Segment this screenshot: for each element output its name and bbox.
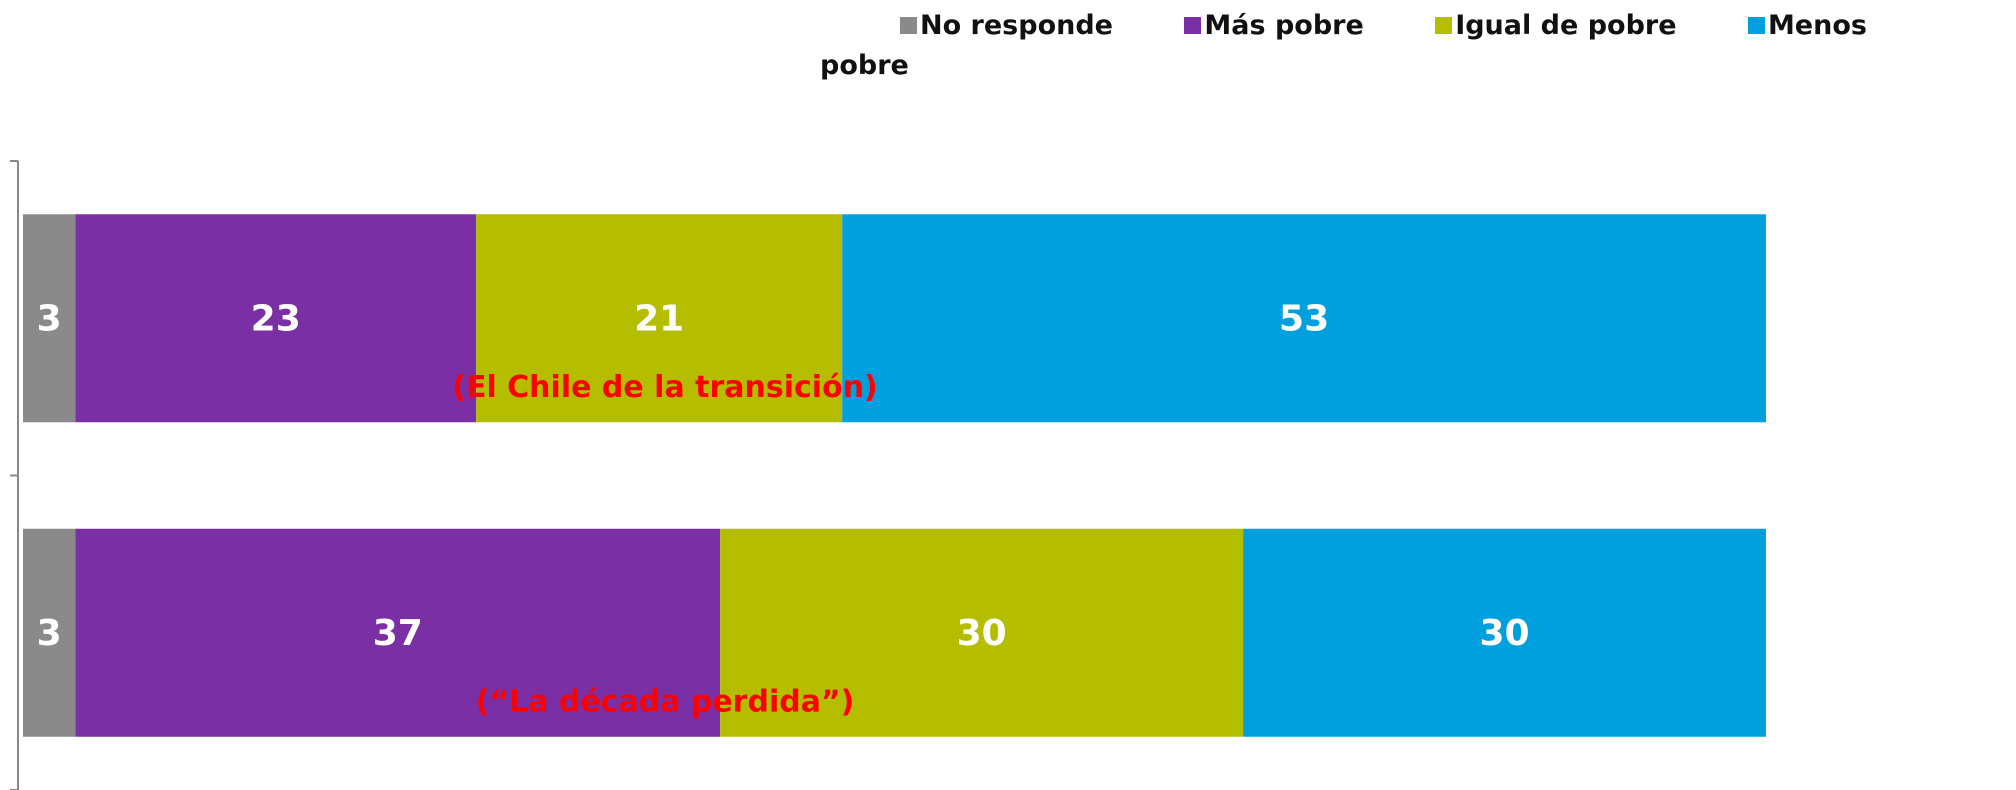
- data-label: 23: [251, 298, 301, 339]
- legend-item: Menos pobre: [820, 10, 1867, 81]
- bar-segment: [75, 214, 477, 423]
- legend-item: Más pobre: [1184, 10, 1364, 41]
- bar-segment: [23, 528, 76, 737]
- data-label: 3: [37, 613, 62, 654]
- data-label: 30: [1479, 613, 1529, 654]
- data-label: 21: [634, 298, 684, 339]
- data-label: 37: [373, 613, 423, 654]
- bar-segment: [842, 214, 1766, 423]
- annotation: (“La década perdida”): [476, 684, 855, 719]
- data-label: 53: [1279, 298, 1329, 339]
- legend-swatch: [1184, 17, 1202, 34]
- bar-segment: [23, 214, 76, 423]
- legend-item: Igual de pobre: [1435, 10, 1677, 41]
- legend-label: Menos pobre: [820, 10, 1867, 81]
- legend-label: Igual de pobre: [1455, 10, 1677, 41]
- legend-label: No responde: [920, 10, 1113, 41]
- legend-swatch: [900, 17, 917, 34]
- legend-label: Más pobre: [1204, 10, 1364, 41]
- data-label: 3: [37, 298, 62, 339]
- bar-segment: [1243, 528, 1766, 737]
- bar-segment: [476, 214, 843, 423]
- legend: No responde Más pobre Igual de pobre Men…: [820, 6, 2000, 86]
- bar-segment: [720, 528, 1244, 737]
- legend-swatch: [1747, 17, 1765, 34]
- legend-item: No responde: [900, 10, 1113, 41]
- bar-segment: [75, 528, 721, 737]
- annotation: (El Chile de la transición): [452, 370, 878, 405]
- legend-swatch: [1435, 17, 1453, 34]
- data-label: 30: [957, 613, 1007, 654]
